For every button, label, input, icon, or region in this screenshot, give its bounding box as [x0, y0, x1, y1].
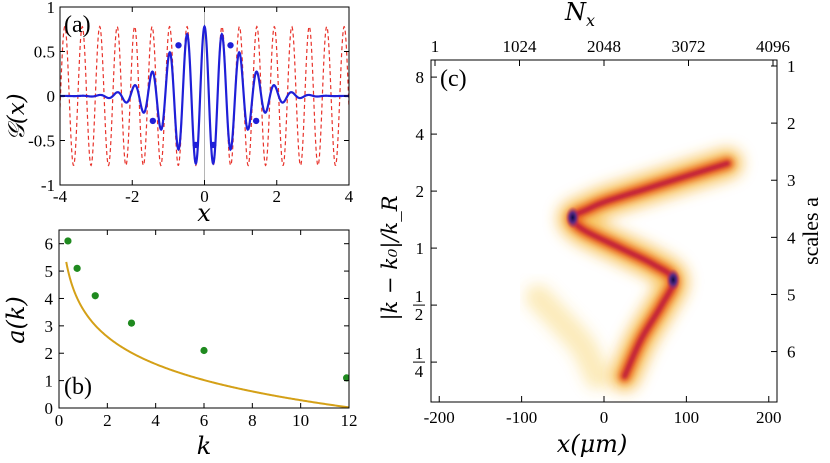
- panel-c-top-label-sub: x: [586, 11, 595, 30]
- scale-points: [64, 237, 349, 382]
- panel-c-xtick-label: -100: [506, 408, 537, 427]
- panel-b-xtick-label: 0: [55, 411, 64, 430]
- panel-b-ytick-label: 2: [45, 344, 54, 363]
- heatmap-hotspots: [565, 206, 681, 291]
- panel-a-ytick-label: 0.5: [34, 43, 55, 62]
- scale-curve: [65, 261, 349, 408]
- panel-c-top-tick-label: 3072: [672, 37, 706, 56]
- panel-c-label: (c): [440, 66, 467, 92]
- panel-b-xtick-label: 12: [341, 411, 358, 430]
- panel-c-ylabel: |k − k₀|/k_R: [378, 195, 403, 320]
- panel-a-ytick-label: -0.5: [28, 132, 55, 151]
- panel-c-ytick-label: 4: [416, 125, 425, 144]
- panel-b-ylabel: a(k): [2, 296, 30, 344]
- panel-b-label: (b): [64, 374, 92, 400]
- wavelet-marker: [149, 117, 157, 125]
- panel-b-ytick-label: 0: [45, 399, 54, 418]
- scale-point: [342, 374, 349, 382]
- panel-c-xtick-label: 0: [600, 408, 609, 427]
- panel-c-top-tick-label: 4096: [756, 37, 790, 56]
- panel-c-ytick-numerator: 1: [415, 287, 424, 306]
- panel-b-xlabel: k: [197, 432, 212, 460]
- panel-b-ytick-label: 6: [45, 235, 54, 254]
- panel-c-ytick-label: 1: [416, 239, 425, 258]
- carrier-cosine-line: [60, 25, 349, 167]
- panel-b-xtick-label: 4: [151, 411, 160, 430]
- panel-a-xtick-label: -4: [53, 187, 68, 206]
- panel-c-right-label: scales a: [798, 197, 823, 265]
- panel-c-top-tick-label: 1: [431, 37, 440, 56]
- heatmap-hotspot: [666, 268, 681, 291]
- panel-a-ticks: -4 -2 0 2 4 -1 -0.5 0 0.5 1: [28, 0, 354, 206]
- panel-b-xtick-label: 8: [248, 411, 257, 430]
- panel-b-ytick-label: 5: [45, 262, 54, 281]
- panel-a-xtick-label: -2: [125, 187, 139, 206]
- wavelet-marker: [192, 141, 200, 149]
- panel-c-right-tick-label: 1: [787, 57, 796, 76]
- panel-c-right-tick-label: 2: [787, 114, 796, 133]
- heatmap: [525, 148, 743, 392]
- heatmap-faint-branch: [525, 284, 611, 390]
- panel-c-right-tick-label: 3: [787, 171, 796, 190]
- panel-c-top-tick-label: 1024: [503, 37, 538, 56]
- wavelet-signal-line: [60, 24, 349, 166]
- panel-b-ytick-label: 4: [45, 289, 54, 308]
- panel-c-ytick-denominator: 2: [415, 305, 424, 324]
- panel-c-top-label-main: N: [564, 0, 587, 26]
- wavelet-marker: [252, 117, 260, 125]
- heatmap-hotspot: [565, 206, 580, 229]
- wavelet-markers: [149, 42, 260, 149]
- panel-c-right-tick-label: 6: [787, 343, 796, 362]
- panel-a-xlabel: x: [197, 199, 211, 227]
- panel-c-ytick-numerator: 1: [415, 344, 424, 363]
- wavelet-marker: [175, 42, 182, 49]
- panel-a-ytick-label: 0: [47, 87, 56, 106]
- panel-c-ytick-fraction: 14: [413, 344, 425, 381]
- panel-a-xtick-label: 2: [273, 187, 282, 206]
- panel-a-ylabel: 𝒢(x): [4, 93, 30, 140]
- panel-c-top-tick-label: 2048: [587, 37, 621, 56]
- panel-c-top-label: Nx: [564, 0, 595, 30]
- panel-c-xtick-label: -200: [424, 408, 455, 427]
- panel-b-frame: [58, 229, 350, 409]
- panel-c-ytick-fraction: 12: [413, 287, 425, 324]
- panel-a-ytick-label: -1: [41, 176, 55, 195]
- panel-a-xtick-label: 0: [200, 187, 209, 206]
- panel-c-xtick-label: 100: [674, 408, 700, 427]
- scale-point: [127, 319, 136, 327]
- wavelet-marker: [227, 42, 234, 49]
- panel-c-ytick-label: 8: [416, 68, 425, 87]
- scale-point: [73, 264, 81, 272]
- panel-a-label: (a): [64, 12, 91, 38]
- panel-c-right-tick-label: 5: [787, 285, 796, 304]
- panel-b-ytick-label: 3: [45, 317, 54, 336]
- panel-a-ytick-label: 1: [47, 0, 56, 17]
- panel-c-ytick-denominator: 4: [415, 362, 424, 381]
- scale-point: [64, 237, 72, 245]
- panel-c-xtick-label: 200: [756, 408, 782, 427]
- panel-b-xtick-label: 6: [200, 411, 209, 430]
- wavelet-marker: [209, 141, 217, 149]
- panel-b-xtick-label: 10: [292, 411, 309, 430]
- panel-a-xtick-label: 4: [345, 187, 354, 206]
- panel-c-ytick-label: 2: [416, 182, 425, 201]
- panel-a: -4 -2 0 2 4 -1 -0.5 0 0.5 1 (a) 𝒢(x) x: [4, 0, 354, 227]
- scale-point: [200, 346, 208, 355]
- heatmap-ridge-core: [570, 160, 731, 379]
- panel-b-ytick-label: 1: [45, 372, 54, 391]
- panel-c-right-tick-label: 4: [787, 228, 796, 247]
- panel-b-xtick-label: 2: [103, 411, 112, 430]
- scale-point: [91, 292, 99, 300]
- panel-c-xlabel: x(μm): [557, 430, 628, 458]
